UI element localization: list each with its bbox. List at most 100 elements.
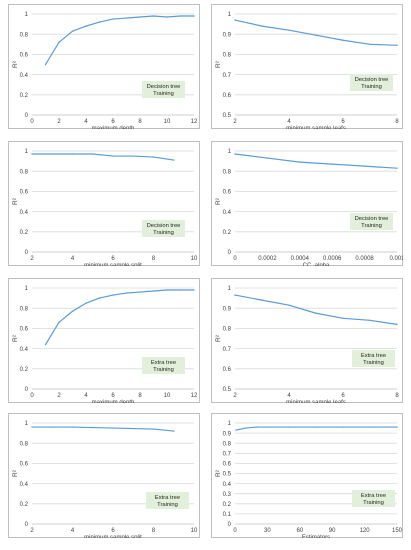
data-point (315, 34, 317, 36)
x-axis-title: minimum sample split (84, 263, 142, 266)
data-point (342, 317, 344, 319)
annotation-background (350, 74, 393, 91)
chart-panel-8: 0 0.1 0.2 0.3 0.4 0.5 0.6 0.7 0.8 0.9 1 0 30 60 90 120 1… (211, 413, 403, 538)
y-tick-label: 0.4 (223, 482, 232, 488)
annotation-phase-label: Training (363, 360, 384, 366)
x-tick-label: 0 (233, 256, 237, 262)
y-tick-label: 0.8 (20, 32, 29, 38)
y-tick-label: 0.5 (223, 387, 232, 393)
x-tick-label: 60 (296, 528, 303, 534)
annotation-phase-label: Training (153, 367, 174, 373)
data-point (152, 15, 155, 17)
x-tick-label: 2 (30, 256, 34, 262)
data-point (173, 159, 175, 161)
annotation-model-label: Extra tree (361, 353, 386, 359)
data-point (152, 156, 155, 158)
data-point (396, 44, 398, 47)
x-tick-label: 30 (264, 528, 271, 534)
annotation-phase-label: Training (157, 502, 178, 508)
x-tick-label: 8 (152, 528, 156, 534)
data-point (266, 157, 269, 159)
data-point (255, 426, 258, 428)
chart-frame (8, 4, 200, 129)
x-tick-label: 0.001 (389, 256, 403, 262)
x-tick-label: 2 (57, 393, 61, 399)
data-point (71, 30, 74, 32)
series-line (32, 426, 174, 432)
y-tick-label: 0 (228, 522, 232, 528)
y-axis-title: R² (215, 197, 222, 205)
y-tick-label: 0.7 (223, 347, 232, 353)
data-point (266, 426, 269, 428)
x-tick-label: 0 (30, 393, 34, 399)
data-point (51, 426, 53, 428)
data-point (92, 426, 94, 429)
chart-panel-2: 0.5 0.6 0.7 0.8 0.9 1 2 4 6 8 minimum sample leafs… (211, 4, 403, 129)
y-tick-label: 0 (25, 250, 29, 256)
x-tick-label: 2 (57, 119, 61, 125)
y-axis-title: R² (12, 197, 19, 205)
annotation-phase-label: Training (363, 500, 384, 506)
data-point (132, 155, 134, 157)
data-point (396, 426, 398, 428)
y-tick-label: 0 (25, 387, 29, 393)
annotation-background (352, 350, 395, 367)
data-point (139, 16, 141, 18)
y-tick-label: 1 (25, 149, 29, 155)
x-axis-title: minimum sample leafs (286, 400, 346, 403)
data-point (112, 427, 114, 429)
x-tick-label: 10 (191, 256, 198, 262)
y-axis-title: R² (12, 469, 19, 477)
data-point (58, 41, 60, 43)
y-axis-title: R² (215, 60, 222, 68)
annotation-model-label: Decision tree (355, 77, 389, 83)
y-axis-title: R² (12, 334, 19, 342)
y-tick-label: 0.6 (223, 190, 232, 196)
annotation-phase-label: Training (361, 84, 382, 90)
data-point (152, 428, 155, 430)
chart-panel-7: 0 0.2 0.4 0.6 0.8 1 2 4 6 8 10 minimum sample split… (8, 413, 200, 538)
data-point (51, 153, 53, 155)
y-tick-label: 0.9 (223, 306, 232, 312)
y-tick-label: 0.7 (223, 73, 232, 79)
data-point (193, 289, 195, 291)
data-point (234, 153, 236, 155)
x-tick-label: 6 (341, 393, 345, 399)
annotation-background (142, 357, 185, 374)
data-point (396, 323, 398, 326)
x-tick-label: 0.0006 (323, 256, 342, 262)
series-line (44, 289, 194, 345)
data-point (173, 430, 175, 432)
data-point (288, 304, 290, 306)
x-axis-title: CC_alpha (303, 263, 330, 266)
annotation-phase-label: Training (361, 223, 382, 229)
data-point (315, 426, 317, 428)
x-tick-label: 150 (392, 528, 403, 534)
data-point (98, 297, 101, 299)
x-tick-label: 10 (164, 393, 171, 399)
data-point (44, 343, 47, 346)
chart-frame (211, 413, 403, 538)
y-tick-label: 0.2 (20, 230, 29, 236)
y-tick-label: 0.6 (20, 190, 29, 196)
chart-frame (8, 278, 200, 403)
annotation-background (146, 492, 189, 509)
data-point (71, 153, 74, 155)
x-tick-label: 0.0002 (258, 256, 277, 262)
y-tick-label: 0.6 (20, 327, 29, 333)
x-tick-label: 0.0004 (291, 256, 310, 262)
y-tick-label: 0.8 (20, 441, 29, 447)
chart-frame (211, 141, 403, 266)
y-tick-label: 0.9 (223, 431, 232, 437)
x-tick-label: 90 (329, 528, 336, 534)
x-tick-label: 4 (71, 528, 75, 534)
data-point (112, 155, 114, 157)
y-tick-label: 0.1 (223, 512, 232, 518)
data-point (261, 299, 263, 301)
data-point (299, 161, 301, 163)
y-tick-label: 0.6 (223, 93, 232, 99)
